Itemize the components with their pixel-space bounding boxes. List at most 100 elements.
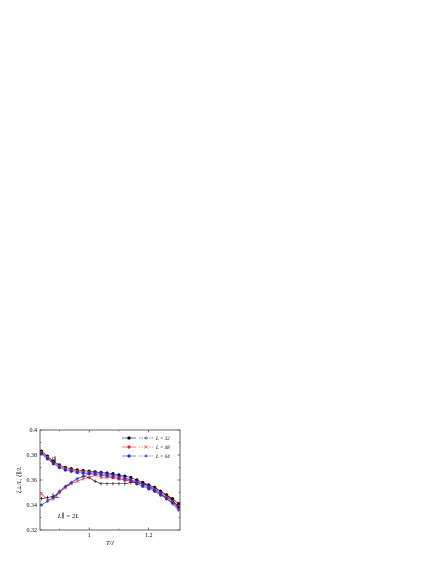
marker-stroke — [129, 478, 133, 482]
data-point — [69, 469, 73, 473]
marker-stroke — [99, 471, 103, 474]
data-point — [69, 480, 73, 485]
data-point — [87, 475, 91, 480]
data-point — [129, 478, 133, 482]
x-tick-label: 1.2 — [145, 533, 153, 539]
legend: L = 32 L = 48 L = 64 — [122, 436, 170, 460]
data-point — [63, 468, 67, 472]
marker-stroke — [111, 473, 115, 477]
data-point — [81, 476, 85, 481]
data-point — [45, 499, 50, 503]
data-point — [51, 462, 56, 466]
data-point — [105, 475, 109, 480]
legend-entry: L = 32 — [122, 436, 170, 442]
axes: 0.32 0.34 0.36 0.38 0.4 1 1.2 T/J ξ⊥/L, ξ∥/L — [16, 428, 181, 547]
marker-stroke — [165, 497, 168, 501]
marker-stroke — [111, 475, 115, 480]
y-tick-label: 0.36 — [27, 478, 38, 484]
data-point — [141, 482, 145, 486]
data-point — [144, 436, 148, 440]
data-point — [99, 470, 103, 475]
aspect-ratio-label: L∥ = 2L — [57, 512, 80, 520]
data-point — [111, 473, 115, 477]
marker-stroke — [39, 491, 44, 496]
data-point — [144, 445, 148, 449]
marker-stroke — [177, 508, 180, 512]
data-point — [111, 482, 115, 486]
marker-stroke — [123, 476, 127, 479]
series-line — [41, 453, 179, 508]
data-point — [45, 457, 50, 461]
marker-stroke — [153, 488, 157, 492]
marker-stroke — [93, 473, 97, 477]
series-line — [41, 472, 179, 511]
data-point — [176, 508, 181, 512]
legend-entry: L = 48 — [122, 445, 170, 451]
series-l48-perp — [39, 473, 181, 511]
series-l32-perp — [39, 474, 181, 510]
data-point — [144, 454, 148, 458]
marker-stroke — [171, 502, 174, 506]
marker-stroke — [63, 484, 67, 488]
marker-stroke — [147, 484, 151, 488]
data-point — [93, 479, 97, 483]
legend-label: L = 64 — [155, 455, 170, 460]
data-point — [127, 445, 131, 449]
marker-stroke — [159, 492, 163, 496]
marker-stroke — [135, 479, 139, 483]
marker-stroke — [87, 475, 91, 480]
marker-stroke — [164, 494, 169, 499]
marker-stroke — [141, 482, 145, 486]
data-point — [117, 476, 121, 481]
data-point — [105, 472, 109, 476]
data-point — [87, 472, 91, 476]
data-point — [57, 465, 62, 470]
marker-stroke — [144, 445, 148, 449]
data-point — [123, 478, 127, 482]
data-point — [147, 484, 151, 488]
data-point — [170, 499, 175, 504]
data-point — [57, 489, 61, 493]
data-point — [81, 474, 85, 478]
series-l64-parallel — [39, 451, 181, 510]
data-point — [123, 482, 127, 486]
data-point — [127, 454, 131, 458]
legend-entry: L = 64 — [122, 454, 170, 460]
data-point — [170, 502, 175, 506]
marker-stroke — [105, 475, 109, 480]
y-tick-label: 0.4 — [30, 428, 38, 434]
marker-stroke — [87, 472, 91, 476]
marker-stroke — [144, 454, 148, 458]
data-point — [39, 497, 44, 501]
data-point — [117, 474, 121, 478]
marker-stroke — [52, 496, 55, 499]
marker-stroke — [93, 471, 97, 474]
data-point — [99, 475, 103, 480]
data-point — [159, 492, 163, 496]
data-point — [93, 470, 97, 475]
marker-stroke — [57, 489, 61, 493]
legend-label: L = 48 — [155, 446, 170, 451]
data-point — [75, 479, 80, 484]
series-l64-perp — [39, 470, 181, 512]
xi-parallel-label: ξ∥ — [51, 456, 57, 464]
data-point — [164, 497, 169, 501]
marker-stroke — [75, 477, 79, 481]
annotations: ξ∥ ξ⊥ L∥ = 2L — [51, 456, 79, 520]
data-point — [117, 482, 121, 486]
marker-stroke — [170, 499, 175, 504]
marker-stroke — [105, 472, 109, 476]
y-axis-label: ξ⊥/L, ξ∥/L — [16, 466, 23, 493]
marker-stroke — [123, 478, 127, 482]
data-point — [99, 482, 103, 486]
data-point — [63, 484, 67, 488]
series-group — [39, 449, 181, 512]
marker-stroke — [81, 476, 85, 481]
data-point — [153, 488, 157, 492]
data-point — [105, 482, 109, 486]
marker-stroke — [99, 475, 103, 480]
data-point — [39, 503, 44, 507]
marker-stroke — [117, 476, 121, 481]
y-tick-label: 0.38 — [27, 453, 38, 459]
